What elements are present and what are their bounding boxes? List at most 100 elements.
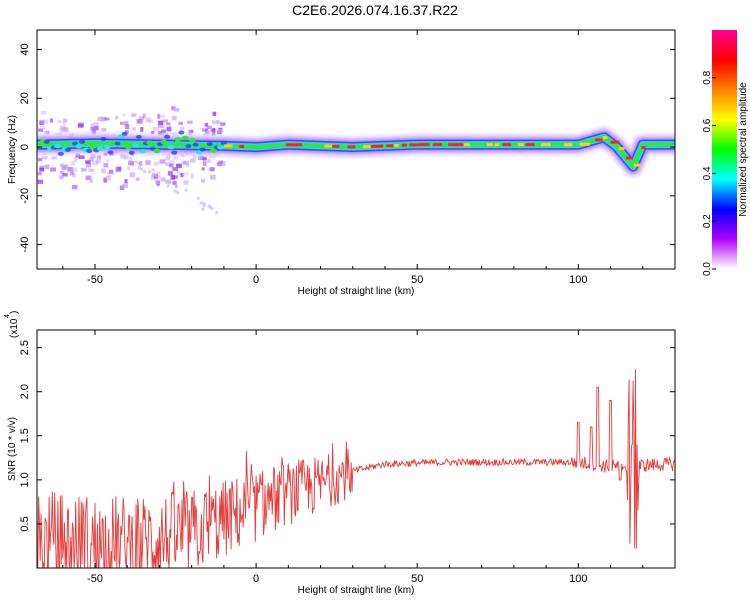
spectral-peak bbox=[432, 143, 442, 147]
spectral-blob bbox=[174, 137, 182, 142]
noise-speckle bbox=[90, 123, 94, 128]
spectral-peak bbox=[285, 143, 294, 147]
spectral-peak bbox=[602, 136, 608, 140]
noise-speckle bbox=[166, 122, 171, 126]
noise-speckle bbox=[38, 128, 44, 132]
spectral-blob bbox=[64, 148, 71, 153]
spectral-peak bbox=[595, 138, 603, 142]
spectral-peak bbox=[626, 156, 634, 160]
spectral-blob bbox=[160, 139, 168, 145]
spectral-peak bbox=[641, 146, 646, 150]
noise-speckle bbox=[67, 166, 74, 172]
noise-speckle bbox=[160, 114, 165, 118]
spectral-peak bbox=[378, 144, 384, 148]
noise-speckle bbox=[173, 156, 178, 160]
noise-speckle bbox=[118, 166, 122, 171]
spectral-peak bbox=[324, 144, 334, 148]
noise-speckle bbox=[38, 157, 43, 162]
noise-speckle bbox=[187, 120, 193, 124]
tail-speckle bbox=[207, 204, 211, 208]
y-tick-label: 2.0 bbox=[19, 384, 31, 399]
noise-speckle bbox=[154, 179, 159, 185]
noise-speckle bbox=[44, 164, 50, 169]
noise-speckle bbox=[92, 160, 99, 166]
tail-speckle bbox=[157, 171, 161, 175]
noise-speckle bbox=[207, 158, 211, 163]
noise-speckle bbox=[152, 127, 159, 131]
noise-speckle bbox=[210, 174, 216, 180]
noise-speckle bbox=[212, 127, 216, 132]
tail-speckle bbox=[168, 180, 172, 184]
spectral-blob bbox=[135, 134, 142, 139]
spectral-blob bbox=[96, 146, 104, 151]
noise-speckle bbox=[71, 168, 78, 172]
spectral-peak bbox=[448, 143, 457, 147]
noise-speckle bbox=[176, 163, 182, 168]
noise-speckle bbox=[97, 116, 103, 122]
snr-y-label: SNR (10 * v/v) bbox=[7, 417, 18, 481]
noise-speckle bbox=[160, 177, 166, 182]
noise-speckle bbox=[179, 126, 185, 130]
spectral-blob bbox=[54, 143, 62, 149]
noise-speckle bbox=[218, 160, 224, 164]
noise-speckle bbox=[178, 121, 183, 126]
snr-x-label: Height of straight line (km) bbox=[298, 585, 415, 596]
noise-speckle bbox=[215, 119, 220, 125]
noise-speckle bbox=[138, 119, 143, 124]
noise-speckle bbox=[220, 122, 226, 126]
noise-speckle bbox=[157, 114, 161, 119]
noise-speckle bbox=[120, 153, 127, 159]
noise-speckle bbox=[171, 116, 177, 121]
noise-speckle bbox=[126, 166, 131, 170]
noise-speckle bbox=[70, 171, 75, 176]
spectral-blob bbox=[210, 148, 218, 153]
tail-speckle bbox=[184, 188, 188, 192]
noise-speckle bbox=[190, 173, 194, 179]
spectral-blob bbox=[128, 150, 135, 155]
noise-speckle bbox=[139, 161, 143, 166]
tail-speckle bbox=[202, 202, 206, 206]
noise-speckle bbox=[94, 125, 99, 131]
colorbar-tick-label: 0.0 bbox=[702, 262, 713, 276]
noise-speckle bbox=[91, 126, 96, 131]
noise-speckle bbox=[159, 159, 166, 164]
spectral-peak bbox=[332, 144, 340, 148]
noise-speckle bbox=[86, 163, 91, 168]
colorbar-label: Normalized spectral amplitude bbox=[738, 82, 749, 217]
noise-speckle bbox=[73, 157, 78, 163]
noise-speckle bbox=[105, 117, 110, 121]
noise-speckle bbox=[157, 131, 163, 136]
spectrogram-image bbox=[37, 106, 675, 215]
y-tick-label: -20 bbox=[19, 188, 31, 204]
snr-panel: -50 0 50 100 0.5 1.0 1.5 2.0 2.5 Height of stra… bbox=[4, 311, 676, 596]
snr-frame bbox=[36, 329, 676, 569]
noise-speckle bbox=[198, 155, 204, 161]
noise-speckle bbox=[96, 155, 102, 159]
noise-speckle bbox=[210, 129, 216, 133]
tail-speckle bbox=[157, 175, 161, 179]
spectral-peak bbox=[610, 140, 620, 144]
noise-speckle bbox=[167, 171, 173, 176]
spectral-blob bbox=[132, 143, 140, 148]
colorbar-gradient bbox=[712, 30, 737, 269]
noise-speckle bbox=[103, 163, 109, 168]
spectral-blob bbox=[125, 144, 133, 150]
x-tick-label: 0 bbox=[253, 274, 259, 286]
noise-speckle bbox=[40, 125, 45, 131]
noise-speckle bbox=[115, 115, 119, 120]
snr-x-ticks: -50 0 50 100 bbox=[62, 330, 676, 585]
noise-speckle bbox=[63, 164, 69, 168]
page-title: C2E6.2026.074.16.37.R22 bbox=[292, 2, 458, 18]
spectral-blob bbox=[195, 150, 203, 155]
noise-speckle bbox=[107, 172, 111, 178]
spectral-blob bbox=[103, 144, 111, 150]
x-tick-label: 100 bbox=[569, 573, 587, 585]
spectral-blob bbox=[146, 140, 154, 145]
noise-speckle bbox=[41, 156, 48, 160]
spectrogram-frame bbox=[36, 29, 676, 270]
noise-speckle bbox=[49, 118, 54, 123]
spectral-blob bbox=[192, 142, 199, 147]
noise-speckle bbox=[128, 161, 134, 166]
spectral-blob bbox=[171, 150, 178, 155]
